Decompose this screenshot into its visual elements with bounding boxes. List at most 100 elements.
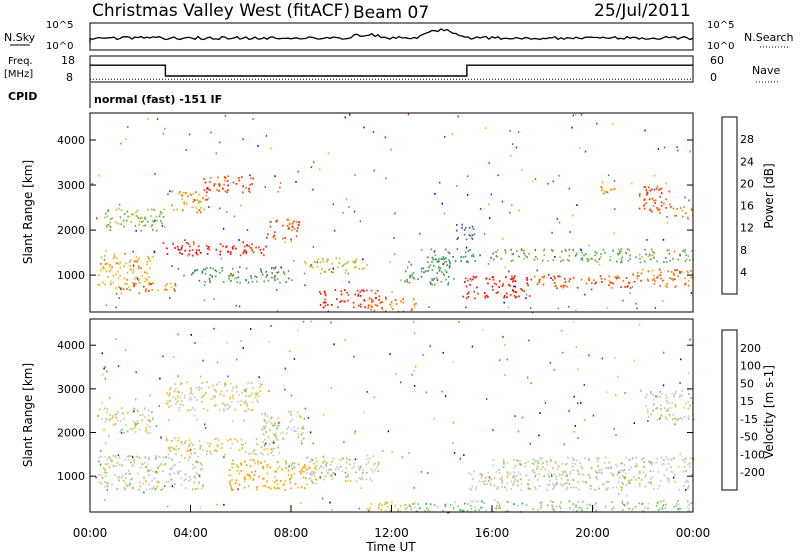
heatmap-cell [170, 405, 173, 407]
heatmap-cell [104, 463, 107, 466]
heatmap-cell [511, 280, 514, 283]
heatmap-cell [181, 198, 183, 201]
heatmap-cell [269, 225, 272, 228]
heatmap-cell [286, 225, 289, 227]
heatmap-cell [323, 291, 326, 294]
heatmap-cell [515, 291, 518, 294]
heatmap-cell [293, 227, 296, 230]
heatmap-cell [492, 429, 494, 431]
heatmap-cell [105, 270, 108, 273]
heatmap-cell [429, 503, 432, 506]
heatmap-cell [395, 373, 397, 375]
heatmap-cell [225, 383, 227, 386]
heatmap-cell [261, 383, 263, 386]
heatmap-cell [617, 375, 619, 378]
heatmap-cell [126, 283, 128, 285]
heatmap-cell [622, 509, 624, 511]
heatmap-cell [361, 472, 364, 474]
heatmap-cell [202, 268, 205, 271]
heatmap-cell [106, 481, 109, 484]
heatmap-cell [572, 462, 574, 465]
heatmap-cell [472, 478, 474, 481]
heatmap-cell [188, 398, 191, 401]
heatmap-cell [538, 473, 540, 476]
heatmap-cell [346, 291, 348, 294]
heatmap-cell [106, 411, 108, 414]
heatmap-cell [250, 409, 252, 412]
heatmap-cell [120, 292, 123, 295]
heatmap-cell [301, 469, 304, 472]
heatmap-cell [147, 118, 149, 120]
heatmap-cell [434, 258, 437, 260]
heatmap-cell [124, 349, 127, 351]
heatmap-cell [295, 221, 298, 223]
heatmap-cell [538, 281, 540, 283]
heatmap-cell [315, 465, 318, 467]
heatmap-cell [528, 479, 530, 481]
heatmap-cell [381, 307, 383, 309]
heatmap-cell [219, 253, 221, 256]
heatmap-cell [577, 368, 579, 371]
heatmap-cell [214, 389, 217, 392]
heatmap-cell [684, 196, 686, 199]
heatmap-cell [404, 270, 407, 273]
heatmap-cell [270, 422, 273, 425]
heatmap-cell [559, 474, 561, 476]
heatmap-cell [202, 484, 204, 487]
heatmap-cell [621, 261, 623, 263]
heatmap-cell [437, 266, 440, 269]
heatmap-cell [112, 465, 115, 467]
heatmap-cell [551, 501, 554, 503]
heatmap-cell [138, 265, 140, 268]
heatmap-cell [230, 447, 232, 450]
heatmap-cell [125, 477, 127, 480]
heatmap-cell [278, 422, 280, 424]
heatmap-cell [113, 253, 116, 256]
heatmap-cell [279, 281, 281, 284]
heatmap-cell [332, 271, 335, 274]
heatmap-cell [666, 468, 668, 471]
heatmap-cell [211, 384, 214, 387]
heatmap-cell [359, 295, 362, 297]
heatmap-cell [489, 217, 491, 220]
heatmap-cell [345, 467, 347, 470]
heatmap-cell [251, 401, 254, 404]
heatmap-cell [103, 258, 106, 261]
heatmap-cell [232, 459, 234, 462]
heatmap-cell [456, 185, 458, 187]
heatmap-cell [188, 443, 191, 446]
heatmap-cell [263, 444, 266, 447]
heatmap-cell [472, 255, 475, 258]
heatmap-cell [487, 263, 490, 265]
heatmap-cell [405, 506, 408, 509]
heatmap-cell [672, 279, 674, 282]
heatmap-cell [618, 277, 621, 279]
heatmap-cell [471, 225, 474, 228]
heatmap-cell [488, 479, 490, 482]
heatmap-cell [332, 267, 335, 270]
heatmap-cell [557, 307, 559, 310]
heatmap-cell [144, 429, 147, 432]
heatmap-cell [645, 188, 648, 191]
heatmap-cell [204, 423, 206, 426]
heatmap-cell [358, 304, 360, 307]
heatmap-cell [625, 277, 628, 279]
heatmap-cell [322, 466, 324, 469]
heatmap-cell [178, 391, 180, 394]
heatmap-cell [663, 407, 666, 410]
heatmap-cell [105, 249, 107, 252]
heatmap-cell [143, 476, 145, 479]
heatmap-cell [283, 273, 286, 276]
heatmap-cell [176, 401, 178, 403]
heatmap-cell [647, 278, 649, 281]
heatmap-cell [274, 275, 276, 277]
heatmap-cell [120, 429, 122, 432]
heatmap-cell [242, 241, 244, 244]
heatmap-cell [623, 464, 626, 466]
heatmap-cell [617, 252, 619, 255]
heatmap-cell [130, 268, 132, 270]
heatmap-cell [652, 251, 654, 253]
heatmap-cell [611, 501, 614, 503]
heatmap-cell [532, 180, 534, 183]
heatmap-cell [609, 255, 612, 258]
